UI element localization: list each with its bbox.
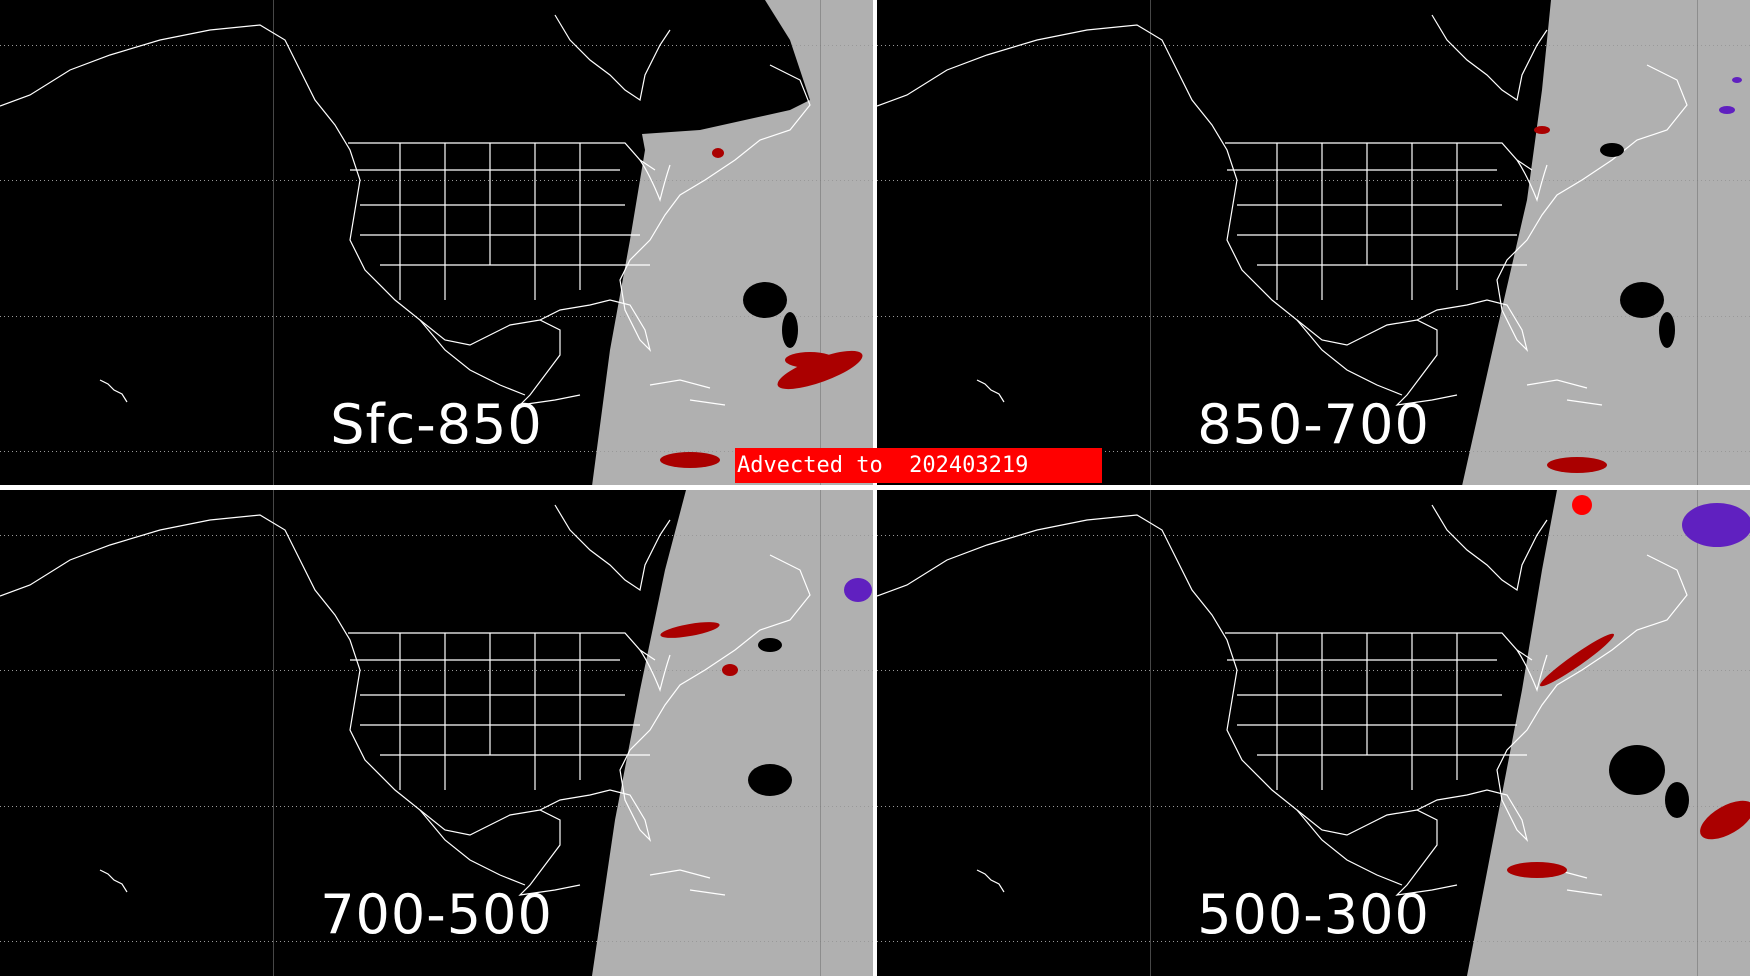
panel-850-700: 850-700 (877, 0, 1750, 486)
daylight-region (1467, 490, 1750, 976)
panel-700-500: 700-500 (0, 490, 873, 976)
daylight-region (592, 490, 873, 976)
map-700-500 (0, 490, 873, 976)
feature-black (1609, 745, 1689, 818)
feature-red (660, 622, 738, 676)
panel-label: 500-300 (1197, 883, 1430, 946)
horizontal-divider (0, 485, 1750, 490)
daylight-region (1462, 0, 1750, 486)
feature-black (748, 638, 792, 796)
panel-sfc-850: Sfc-850 (0, 0, 873, 486)
map-500-300 (877, 490, 1750, 976)
feature-red (1534, 126, 1607, 473)
feature-red (1507, 633, 1750, 878)
feature-red (660, 148, 863, 468)
panel-label: Sfc-850 (330, 393, 543, 456)
feature-purple (1719, 77, 1742, 114)
map-sfc-850 (0, 0, 873, 486)
panel-label: 700-500 (320, 883, 553, 946)
feature-purple (844, 578, 872, 602)
panel-label: 850-700 (1197, 393, 1430, 456)
advected-banner: Advected to 202403219 (735, 448, 1102, 483)
feature-bright-red (1572, 495, 1592, 515)
feature-black (1600, 143, 1675, 348)
feature-purple (1682, 503, 1750, 547)
map-850-700 (877, 0, 1750, 486)
feature-black (743, 282, 798, 348)
panel-500-300: 500-300 (877, 490, 1750, 976)
